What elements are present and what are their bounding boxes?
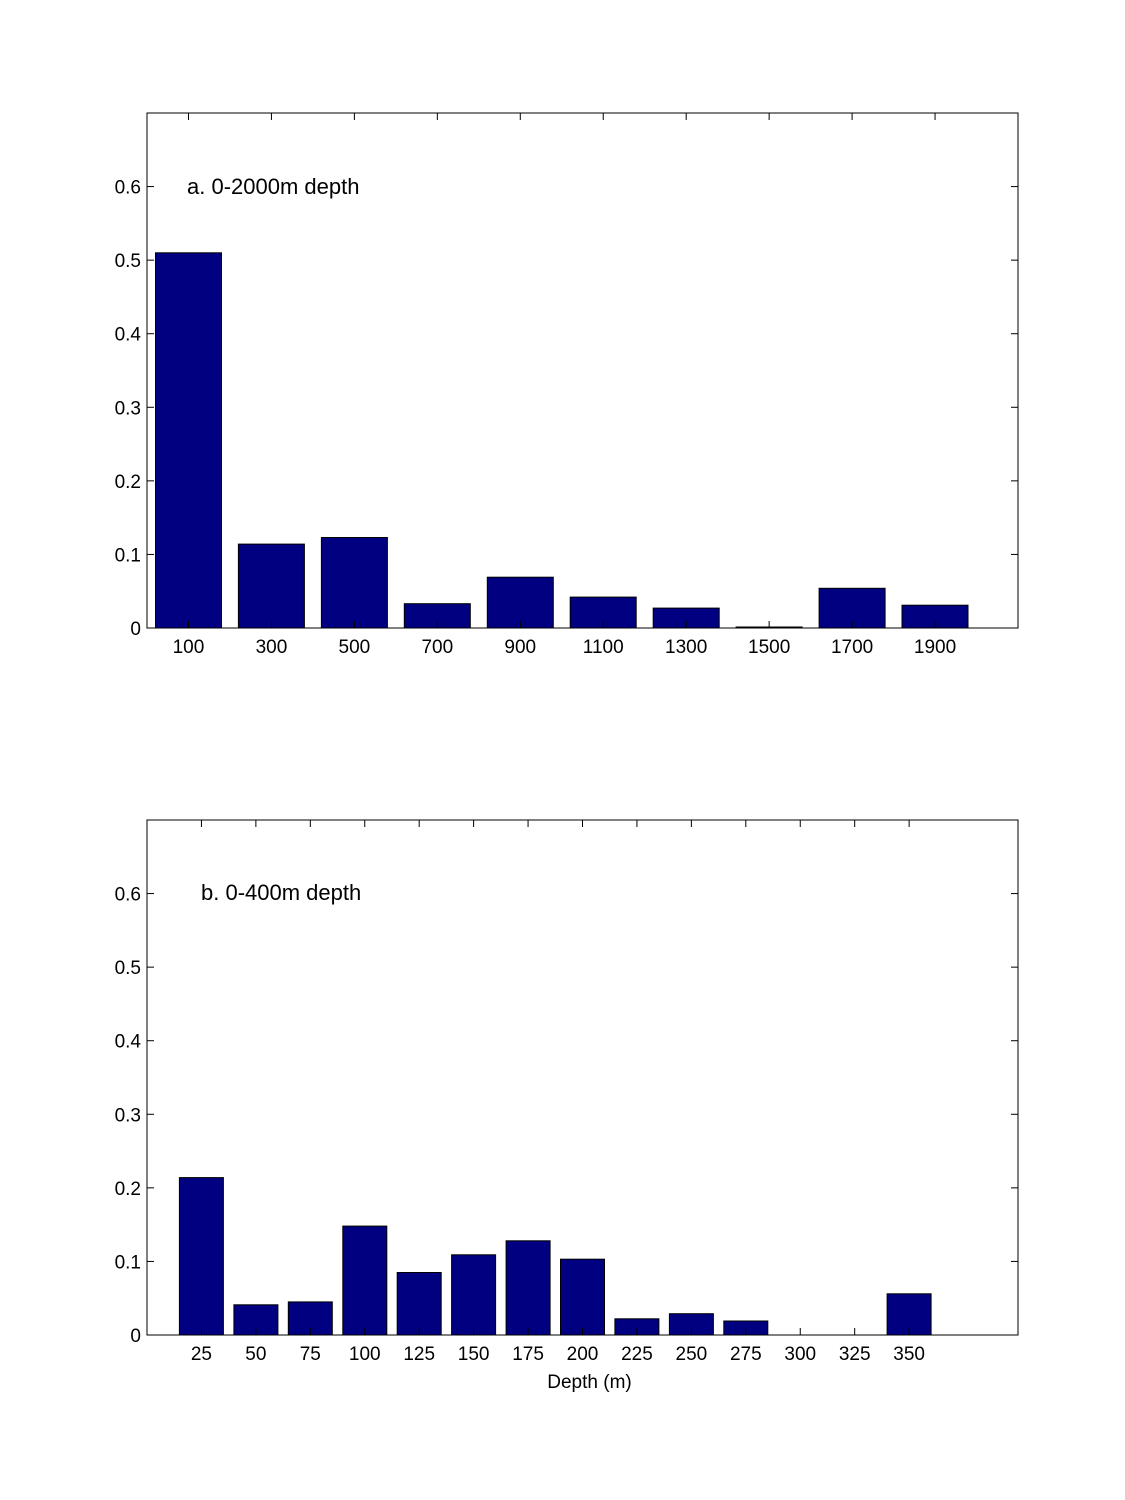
panel-b-y-tick-label: 0.6	[115, 885, 141, 906]
panel-b-x-tick-label: 175	[512, 1344, 544, 1365]
panel-b-bar-25	[178, 1177, 224, 1336]
panel-a-x-tick-label: 300	[256, 637, 288, 658]
panel-b-y-tick-label: 0.4	[115, 1032, 142, 1053]
panel-b-x-tick-label: 350	[893, 1344, 925, 1365]
panel-a-axes-frame	[146, 112, 1019, 629]
panel-a-y-tick-label: 0.2	[115, 472, 141, 493]
panel-b-x-tick-label: 75	[300, 1344, 321, 1365]
panel-b-y-tick-label: 0.5	[115, 958, 141, 979]
panel-a: 0 0.1 0.2 0.3 0.4 0.5 0.6 100 300 500 700 900 1100 13…	[115, 112, 1019, 658]
panel-b-bar-150	[451, 1254, 497, 1336]
panel-a-y-tick-label: 0.5	[115, 251, 141, 272]
panel-a-x-tick-label: 900	[504, 637, 536, 658]
panel-b-x-tick-label: 325	[839, 1344, 871, 1365]
panel-b-bar-175	[505, 1240, 551, 1336]
panel-b-x-tick-label: 300	[784, 1344, 816, 1365]
panel-a-x-tick-label: 1300	[665, 637, 707, 658]
panel-b-x-tick-label: 50	[245, 1344, 266, 1365]
panel-a-bar-100	[155, 252, 222, 629]
panel-b-bar-200	[560, 1258, 605, 1336]
panel-a-bar-900	[486, 576, 554, 629]
panel-b-x-tick-label: 100	[349, 1344, 381, 1365]
panel-b-x-axis-label: Depth (m)	[547, 1372, 631, 1393]
panel-b-bar-350	[886, 1293, 932, 1336]
panel-b-x-tick-label: 25	[191, 1344, 212, 1365]
panel-b: 0 0.1 0.2 0.3 0.4 0.5 0.6 25 50 75 100 125 150 175 200…	[115, 819, 1019, 1393]
panel-b-title: b. 0-400m depth	[201, 880, 361, 905]
panel-a-x-tick-label: 500	[339, 637, 371, 658]
panel-b-x-tick-label: 250	[676, 1344, 708, 1365]
panel-b-x-tick-label: 125	[403, 1344, 435, 1365]
panel-b-bar-125	[396, 1272, 442, 1336]
panel-a-x-tick-label: 100	[173, 637, 205, 658]
panel-a-x-tick-label: 700	[421, 637, 453, 658]
panel-b-x-tick-label: 275	[730, 1344, 762, 1365]
panel-a-y-tick-label: 0.3	[115, 398, 141, 419]
panel-a-bar-300	[237, 543, 305, 629]
panel-b-y-tick-label: 0.1	[115, 1252, 141, 1273]
panel-a-bar-500	[320, 537, 388, 629]
panel-b-x-tick-label: 225	[621, 1344, 653, 1365]
panel-b-y-tick-label: 0.2	[115, 1179, 141, 1200]
panel-b-x-tick-label: 150	[458, 1344, 490, 1365]
panel-a-y-tick-label: 0.1	[115, 545, 141, 566]
panel-b-y-tick-label: 0	[130, 1326, 141, 1347]
panel-a-y-tick-label: 0.4	[115, 325, 142, 346]
panel-a-y-tick-label: 0	[130, 619, 141, 640]
panel-b-x-tick-label: 200	[567, 1344, 599, 1365]
panel-a-x-tick-label: 1500	[748, 637, 790, 658]
panel-b-y-tick-label: 0.3	[115, 1105, 141, 1126]
panel-a-x-tick-label: 1900	[914, 637, 956, 658]
panel-a-y-tick-label: 0.6	[115, 178, 141, 199]
panel-a-x-tick-label: 1700	[831, 637, 873, 658]
panel-a-x-tick-label: 1100	[583, 637, 624, 658]
panel-a-title: a. 0-2000m depth	[187, 174, 359, 199]
panel-b-bar-100	[342, 1225, 388, 1336]
